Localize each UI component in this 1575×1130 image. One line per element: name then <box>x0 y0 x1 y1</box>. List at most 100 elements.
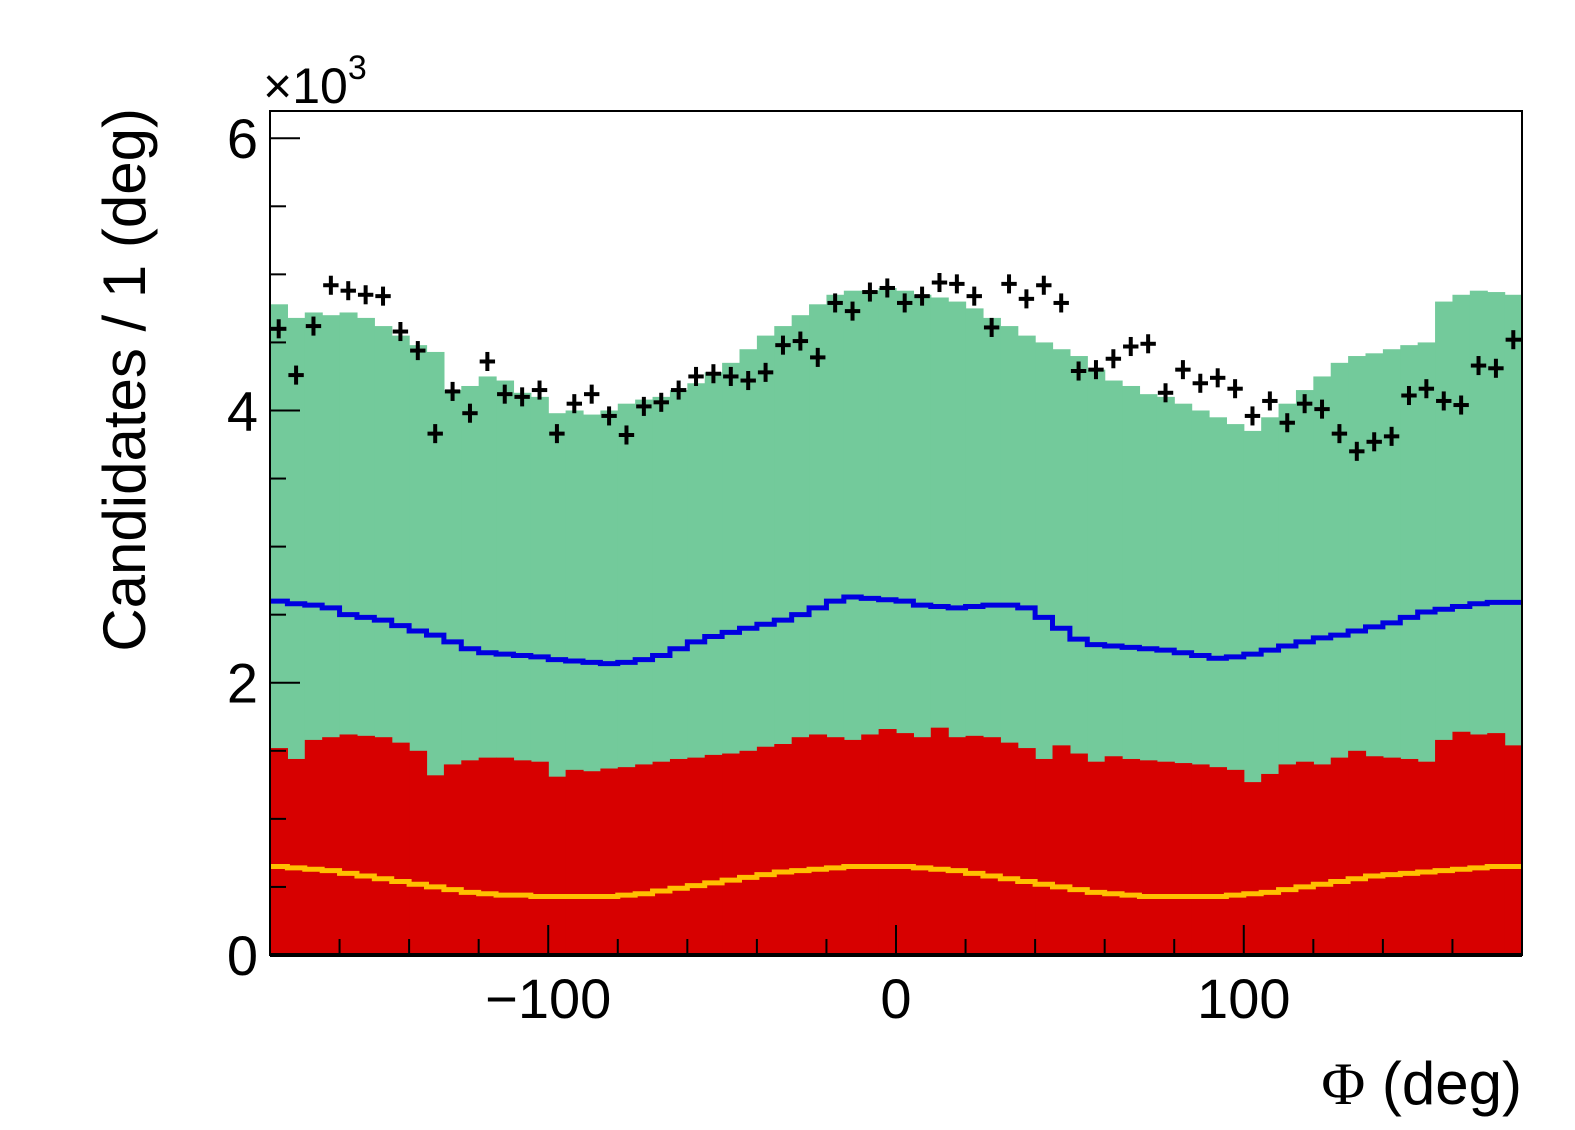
data-point <box>340 281 356 301</box>
y-tick-label: 6 <box>227 107 258 170</box>
bar <box>843 739 862 955</box>
bar <box>478 757 497 955</box>
data-point <box>1418 379 1435 399</box>
data-point <box>1053 293 1069 313</box>
data-point <box>653 392 669 412</box>
bar <box>548 776 567 955</box>
bar <box>1035 758 1054 955</box>
bar <box>391 742 410 955</box>
bar <box>1278 764 1297 955</box>
data-point <box>914 286 930 306</box>
bar <box>1122 758 1141 955</box>
data-point <box>462 403 478 423</box>
bar <box>339 734 358 955</box>
bar <box>304 739 323 955</box>
data-point <box>931 272 948 293</box>
data-point <box>862 282 878 302</box>
data-point <box>271 319 287 339</box>
bar <box>443 764 462 955</box>
bar <box>861 734 880 955</box>
series-line <box>270 864 1522 899</box>
data-point <box>375 286 391 306</box>
data-point <box>1453 395 1469 415</box>
data-point <box>497 384 513 404</box>
data-point <box>1036 275 1052 295</box>
bar <box>896 733 914 955</box>
data-point <box>1140 334 1156 354</box>
bar <box>722 753 741 955</box>
data-point <box>757 362 774 382</box>
bar <box>513 760 532 955</box>
bar <box>1209 767 1227 955</box>
bar <box>1104 756 1123 955</box>
data-point <box>1244 406 1261 426</box>
bar <box>1261 773 1280 955</box>
data-point <box>1366 432 1382 452</box>
bar <box>1069 753 1088 955</box>
bar <box>1139 760 1158 955</box>
data-point <box>549 424 565 444</box>
bar <box>652 761 671 955</box>
data-point <box>775 335 791 355</box>
x-tick-label: 100 <box>1197 967 1290 1030</box>
bar <box>1243 782 1262 955</box>
data-point <box>636 396 652 416</box>
bar <box>1382 757 1401 955</box>
data-point <box>618 425 635 445</box>
data-point <box>1470 356 1487 376</box>
bar <box>1417 761 1436 955</box>
data-point <box>1436 391 1452 411</box>
bar <box>1400 758 1419 955</box>
bar <box>913 737 932 955</box>
data-point <box>1070 361 1087 381</box>
data-point <box>1401 385 1417 406</box>
data-point <box>1505 330 1521 350</box>
bar <box>1487 733 1506 955</box>
bar <box>1295 761 1314 955</box>
data-point <box>723 366 739 386</box>
bar <box>1174 763 1193 955</box>
bar <box>565 769 584 955</box>
bar <box>948 737 967 955</box>
x-tick-label: −100 <box>485 967 611 1030</box>
data-point <box>1210 368 1226 388</box>
data-point <box>531 380 548 400</box>
series-1 <box>270 727 1523 955</box>
bar <box>1330 757 1349 955</box>
series-3 <box>270 864 1522 899</box>
data-point <box>1088 360 1104 380</box>
bar <box>322 737 341 955</box>
bar <box>1226 769 1245 955</box>
bar <box>461 760 480 955</box>
data-point <box>670 380 687 400</box>
y-tick-label: 0 <box>227 924 258 987</box>
data-point <box>514 387 530 407</box>
series-2 <box>270 594 1522 667</box>
bar <box>374 737 393 955</box>
data-point <box>392 322 409 342</box>
data-point <box>305 316 322 336</box>
x-tick-label: 0 <box>880 967 911 1030</box>
bar <box>878 729 897 955</box>
series-line <box>270 594 1522 667</box>
bar <box>1348 750 1367 955</box>
data-point <box>323 275 339 295</box>
bar <box>287 758 306 955</box>
series-4 <box>271 272 1521 461</box>
bar <box>1017 748 1036 955</box>
bar <box>583 771 601 955</box>
data-point <box>601 406 617 426</box>
data-point <box>844 301 861 321</box>
bar <box>1365 756 1384 955</box>
data-point <box>1018 289 1035 309</box>
bar <box>1469 734 1488 955</box>
data-point <box>1279 413 1295 433</box>
bar <box>496 757 515 955</box>
bar <box>426 775 445 955</box>
data-point <box>966 286 982 306</box>
bar <box>409 750 428 955</box>
axis-tick-labels: −100 0 100 0 2 4 6 <box>227 107 1291 1030</box>
y-multiplier-label: ×103 <box>263 49 367 114</box>
bar <box>617 767 636 955</box>
data-point <box>1262 391 1278 411</box>
